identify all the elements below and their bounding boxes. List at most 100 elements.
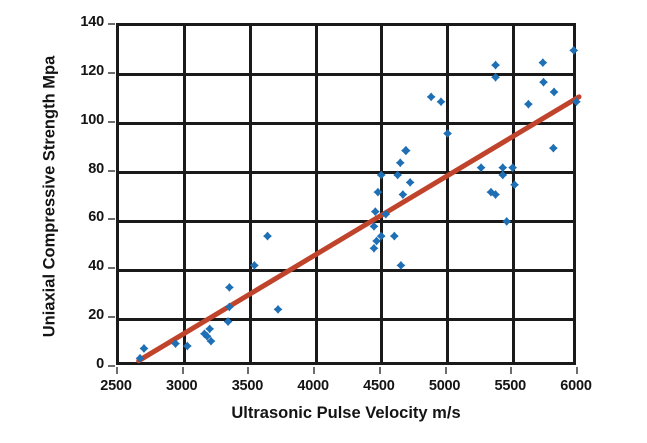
scatter-point xyxy=(549,87,559,97)
gridline-vertical xyxy=(511,26,515,362)
x-tick-label: 3000 xyxy=(165,378,198,394)
scatter-point xyxy=(273,304,283,314)
scatter-point xyxy=(205,324,215,334)
x-tick-mark xyxy=(247,367,250,374)
y-tick-mark xyxy=(108,169,115,172)
scatter-point xyxy=(569,46,579,55)
gridline-horizontal xyxy=(119,268,573,272)
y-tick-label: 80 xyxy=(88,160,104,177)
scatter-point xyxy=(491,72,500,82)
scatter-point xyxy=(225,282,234,292)
y-tick-label: 0 xyxy=(96,356,104,372)
y-tick-mark xyxy=(108,120,115,123)
scatter-point xyxy=(202,331,212,341)
trendline xyxy=(136,94,582,364)
y-tick-label: 100 xyxy=(80,111,104,128)
scatter-point xyxy=(498,163,508,173)
y-tick-label: 40 xyxy=(88,258,104,275)
scatter-point xyxy=(510,180,519,190)
scatter-point xyxy=(393,170,403,180)
gridline-horizontal xyxy=(119,219,573,223)
gridline-vertical xyxy=(183,26,187,362)
y-tick-mark xyxy=(108,365,115,367)
x-tick-mark xyxy=(116,367,118,374)
scatter-points xyxy=(135,46,581,363)
x-tick-label: 4000 xyxy=(297,378,329,394)
scatter-point xyxy=(369,243,379,253)
scatter-point xyxy=(249,261,259,270)
scatter-point xyxy=(381,209,391,219)
scatter-point xyxy=(135,353,145,363)
scatter-point xyxy=(225,302,234,312)
x-tick-label: 2500 xyxy=(100,378,132,394)
x-axis-title: Ultrasonic Pulse Velocity m/s xyxy=(231,404,461,422)
gridline-horizontal xyxy=(119,73,573,77)
gridline-vertical xyxy=(446,26,450,362)
scatter-point xyxy=(571,97,581,107)
y-axis-title: Uniaxial Compressive Strength Mpa xyxy=(40,55,59,338)
scatter-point xyxy=(498,170,508,180)
plot-area xyxy=(116,23,582,365)
scatter-point xyxy=(476,163,486,173)
gridline-horizontal xyxy=(119,122,573,126)
scatter-point xyxy=(398,190,408,199)
scatter-point xyxy=(206,336,216,346)
x-tick-label: 3500 xyxy=(231,378,264,394)
scatter-point xyxy=(370,207,380,217)
y-tick-label: 140 xyxy=(80,14,104,30)
scatter-point xyxy=(376,170,386,180)
scatter-data-layer xyxy=(135,46,582,364)
y-tick-label: 120 xyxy=(80,62,104,79)
scatter-point xyxy=(502,217,512,226)
scatter-point xyxy=(539,77,548,87)
scatter-point xyxy=(538,58,548,68)
scatter-point xyxy=(548,143,558,153)
scatter-point xyxy=(443,129,452,138)
y-tick-mark xyxy=(108,267,115,270)
scatter-point xyxy=(524,99,533,109)
x-tick-mark xyxy=(576,367,578,374)
gridline-vertical xyxy=(380,26,384,362)
scatter-point xyxy=(486,187,496,197)
scatter-point xyxy=(401,146,411,155)
y-tick-label: 60 xyxy=(88,209,104,226)
scatter-point xyxy=(396,261,406,270)
x-tick-mark xyxy=(181,367,184,374)
scatter-point xyxy=(223,317,233,326)
x-tick-mark xyxy=(444,367,447,374)
scatter-point xyxy=(171,339,180,348)
x-tick-mark xyxy=(378,367,381,374)
y-tick-mark xyxy=(108,316,115,319)
scatter-point xyxy=(389,231,399,241)
x-tick-label: 5500 xyxy=(494,378,527,394)
scatter-point xyxy=(263,231,272,241)
scatter-point xyxy=(426,92,436,102)
scatter-point xyxy=(395,158,405,168)
scatter-point xyxy=(369,221,379,231)
x-tick-label: 4500 xyxy=(363,378,395,394)
gridline-vertical xyxy=(248,26,252,362)
scatter-point xyxy=(182,341,192,351)
scatter-point xyxy=(491,60,500,70)
scatter-point xyxy=(372,236,381,246)
scatter-point xyxy=(436,97,446,107)
y-tick-label: 20 xyxy=(88,307,104,324)
x-tick-label: 5000 xyxy=(428,378,461,394)
y-tick-mark xyxy=(108,23,115,25)
scatter-point xyxy=(376,231,386,241)
y-tick-mark xyxy=(108,71,115,74)
x-tick-label: 6000 xyxy=(560,378,592,394)
gridline-horizontal xyxy=(119,317,573,321)
x-tick-mark xyxy=(510,367,513,374)
scatter-point xyxy=(491,190,500,199)
y-tick-mark xyxy=(108,218,115,221)
scatter-point xyxy=(200,329,209,339)
gridline-horizontal xyxy=(119,171,573,175)
scatter-point xyxy=(508,163,518,173)
gridline-vertical xyxy=(314,26,318,362)
x-tick-mark xyxy=(313,367,316,374)
scatter-point xyxy=(405,177,415,187)
scatter-point xyxy=(139,344,149,353)
scatter-point xyxy=(373,187,383,197)
